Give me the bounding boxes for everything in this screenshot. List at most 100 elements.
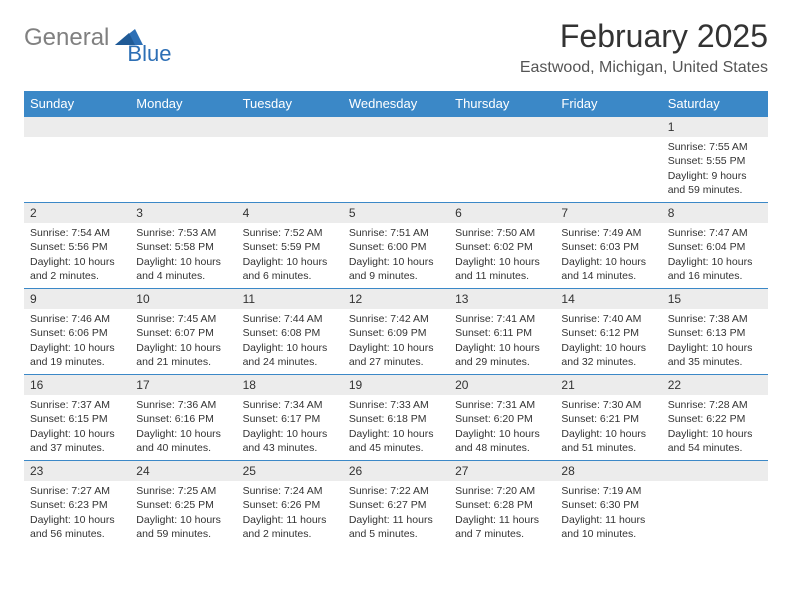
day-detail: Sunrise: 7:45 AMSunset: 6:07 PMDaylight:… <box>130 309 236 373</box>
calendar-cell: 16Sunrise: 7:37 AMSunset: 6:15 PMDayligh… <box>24 375 130 461</box>
day-number: 15 <box>662 289 768 309</box>
day-detail: Sunrise: 7:31 AMSunset: 6:20 PMDaylight:… <box>449 395 555 459</box>
day-detail: Sunrise: 7:19 AMSunset: 6:30 PMDaylight:… <box>555 481 661 545</box>
logo-text-blue: Blue <box>127 41 171 67</box>
day-number-empty <box>237 117 343 137</box>
day-detail: Sunrise: 7:52 AMSunset: 5:59 PMDaylight:… <box>237 223 343 287</box>
day-number: 21 <box>555 375 661 395</box>
day-detail: Sunrise: 7:36 AMSunset: 6:16 PMDaylight:… <box>130 395 236 459</box>
calendar-cell: 8Sunrise: 7:47 AMSunset: 6:04 PMDaylight… <box>662 203 768 289</box>
day-header: Wednesday <box>343 91 449 117</box>
day-detail: Sunrise: 7:42 AMSunset: 6:09 PMDaylight:… <box>343 309 449 373</box>
calendar-week-row: 1Sunrise: 7:55 AMSunset: 5:55 PMDaylight… <box>24 117 768 203</box>
day-number: 18 <box>237 375 343 395</box>
day-detail: Sunrise: 7:51 AMSunset: 6:00 PMDaylight:… <box>343 223 449 287</box>
calendar-cell <box>343 117 449 203</box>
day-header: Sunday <box>24 91 130 117</box>
calendar-cell: 24Sunrise: 7:25 AMSunset: 6:25 PMDayligh… <box>130 461 236 547</box>
day-detail: Sunrise: 7:33 AMSunset: 6:18 PMDaylight:… <box>343 395 449 459</box>
day-header: Friday <box>555 91 661 117</box>
calendar-cell: 7Sunrise: 7:49 AMSunset: 6:03 PMDaylight… <box>555 203 661 289</box>
day-header: Tuesday <box>237 91 343 117</box>
calendar-cell: 9Sunrise: 7:46 AMSunset: 6:06 PMDaylight… <box>24 289 130 375</box>
day-detail: Sunrise: 7:55 AMSunset: 5:55 PMDaylight:… <box>662 137 768 201</box>
day-number: 16 <box>24 375 130 395</box>
day-number: 22 <box>662 375 768 395</box>
day-number: 2 <box>24 203 130 223</box>
calendar-cell: 12Sunrise: 7:42 AMSunset: 6:09 PMDayligh… <box>343 289 449 375</box>
calendar-week-row: 16Sunrise: 7:37 AMSunset: 6:15 PMDayligh… <box>24 375 768 461</box>
day-detail: Sunrise: 7:38 AMSunset: 6:13 PMDaylight:… <box>662 309 768 373</box>
day-number: 27 <box>449 461 555 481</box>
page-title: February 2025 <box>520 18 768 55</box>
day-number: 20 <box>449 375 555 395</box>
day-detail: Sunrise: 7:50 AMSunset: 6:02 PMDaylight:… <box>449 223 555 287</box>
day-detail: Sunrise: 7:40 AMSunset: 6:12 PMDaylight:… <box>555 309 661 373</box>
header: General Blue February 2025 Eastwood, Mic… <box>24 18 768 77</box>
calendar-week-row: 23Sunrise: 7:27 AMSunset: 6:23 PMDayligh… <box>24 461 768 547</box>
calendar-cell: 3Sunrise: 7:53 AMSunset: 5:58 PMDaylight… <box>130 203 236 289</box>
calendar-cell: 6Sunrise: 7:50 AMSunset: 6:02 PMDaylight… <box>449 203 555 289</box>
day-detail: Sunrise: 7:20 AMSunset: 6:28 PMDaylight:… <box>449 481 555 545</box>
calendar-cell: 20Sunrise: 7:31 AMSunset: 6:20 PMDayligh… <box>449 375 555 461</box>
day-number: 6 <box>449 203 555 223</box>
calendar-week-row: 2Sunrise: 7:54 AMSunset: 5:56 PMDaylight… <box>24 203 768 289</box>
day-number-empty <box>24 117 130 137</box>
calendar-cell <box>237 117 343 203</box>
day-number: 13 <box>449 289 555 309</box>
calendar-cell: 25Sunrise: 7:24 AMSunset: 6:26 PMDayligh… <box>237 461 343 547</box>
logo-text-general: General <box>24 24 109 52</box>
calendar-cell: 15Sunrise: 7:38 AMSunset: 6:13 PMDayligh… <box>662 289 768 375</box>
day-number: 24 <box>130 461 236 481</box>
day-number: 11 <box>237 289 343 309</box>
calendar-cell <box>130 117 236 203</box>
calendar-table: Sunday Monday Tuesday Wednesday Thursday… <box>24 91 768 547</box>
day-detail: Sunrise: 7:47 AMSunset: 6:04 PMDaylight:… <box>662 223 768 287</box>
day-number: 8 <box>662 203 768 223</box>
day-number: 1 <box>662 117 768 137</box>
calendar-cell: 23Sunrise: 7:27 AMSunset: 6:23 PMDayligh… <box>24 461 130 547</box>
logo: General Blue <box>24 18 189 52</box>
day-number: 17 <box>130 375 236 395</box>
day-header: Thursday <box>449 91 555 117</box>
calendar-cell: 10Sunrise: 7:45 AMSunset: 6:07 PMDayligh… <box>130 289 236 375</box>
day-number: 5 <box>343 203 449 223</box>
calendar-cell: 17Sunrise: 7:36 AMSunset: 6:16 PMDayligh… <box>130 375 236 461</box>
calendar-cell: 2Sunrise: 7:54 AMSunset: 5:56 PMDaylight… <box>24 203 130 289</box>
title-block: February 2025 Eastwood, Michigan, United… <box>520 18 768 77</box>
day-number-empty <box>343 117 449 137</box>
calendar-cell: 19Sunrise: 7:33 AMSunset: 6:18 PMDayligh… <box>343 375 449 461</box>
day-detail: Sunrise: 7:46 AMSunset: 6:06 PMDaylight:… <box>24 309 130 373</box>
location-subtitle: Eastwood, Michigan, United States <box>520 59 768 77</box>
calendar-cell: 22Sunrise: 7:28 AMSunset: 6:22 PMDayligh… <box>662 375 768 461</box>
day-number: 3 <box>130 203 236 223</box>
day-detail: Sunrise: 7:22 AMSunset: 6:27 PMDaylight:… <box>343 481 449 545</box>
day-detail: Sunrise: 7:24 AMSunset: 6:26 PMDaylight:… <box>237 481 343 545</box>
calendar-cell <box>449 117 555 203</box>
day-detail: Sunrise: 7:53 AMSunset: 5:58 PMDaylight:… <box>130 223 236 287</box>
day-number: 28 <box>555 461 661 481</box>
day-header: Saturday <box>662 91 768 117</box>
day-detail: Sunrise: 7:41 AMSunset: 6:11 PMDaylight:… <box>449 309 555 373</box>
day-number: 14 <box>555 289 661 309</box>
day-number: 19 <box>343 375 449 395</box>
day-detail: Sunrise: 7:28 AMSunset: 6:22 PMDaylight:… <box>662 395 768 459</box>
calendar-cell <box>24 117 130 203</box>
calendar-cell: 18Sunrise: 7:34 AMSunset: 6:17 PMDayligh… <box>237 375 343 461</box>
calendar-cell: 27Sunrise: 7:20 AMSunset: 6:28 PMDayligh… <box>449 461 555 547</box>
day-number: 25 <box>237 461 343 481</box>
calendar-cell: 26Sunrise: 7:22 AMSunset: 6:27 PMDayligh… <box>343 461 449 547</box>
day-detail: Sunrise: 7:49 AMSunset: 6:03 PMDaylight:… <box>555 223 661 287</box>
day-detail: Sunrise: 7:30 AMSunset: 6:21 PMDaylight:… <box>555 395 661 459</box>
calendar-week-row: 9Sunrise: 7:46 AMSunset: 6:06 PMDaylight… <box>24 289 768 375</box>
calendar-cell: 28Sunrise: 7:19 AMSunset: 6:30 PMDayligh… <box>555 461 661 547</box>
day-number-empty <box>662 461 768 481</box>
calendar-cell: 13Sunrise: 7:41 AMSunset: 6:11 PMDayligh… <box>449 289 555 375</box>
day-header: Monday <box>130 91 236 117</box>
calendar-cell: 11Sunrise: 7:44 AMSunset: 6:08 PMDayligh… <box>237 289 343 375</box>
day-number: 9 <box>24 289 130 309</box>
day-detail: Sunrise: 7:37 AMSunset: 6:15 PMDaylight:… <box>24 395 130 459</box>
day-number-empty <box>555 117 661 137</box>
calendar-cell: 1Sunrise: 7:55 AMSunset: 5:55 PMDaylight… <box>662 117 768 203</box>
day-number: 26 <box>343 461 449 481</box>
